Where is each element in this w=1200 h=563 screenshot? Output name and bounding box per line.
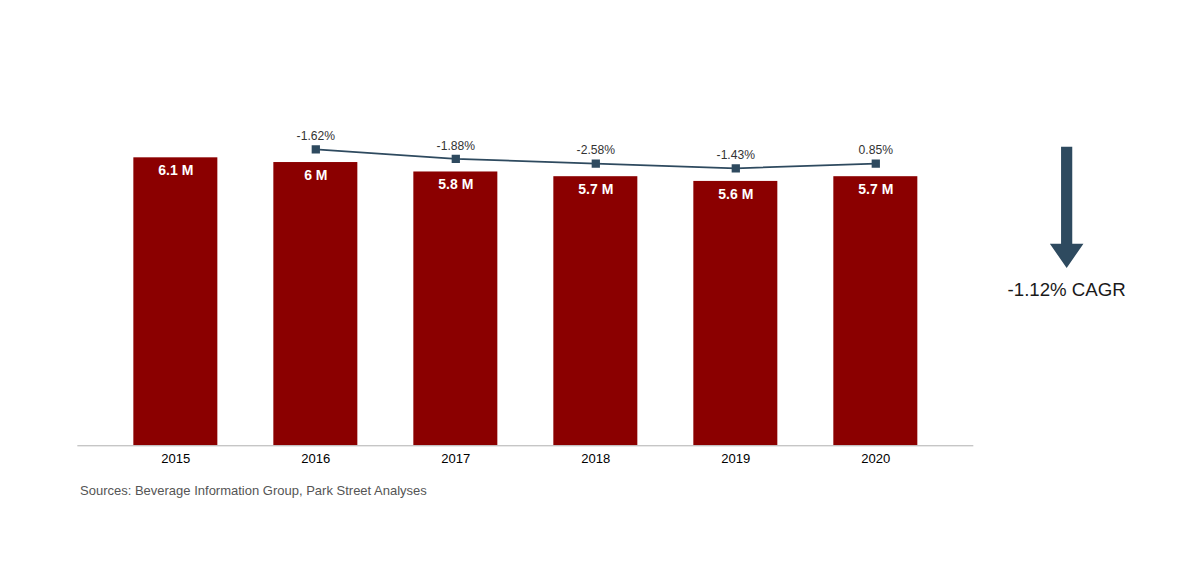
svg-text:6.1 M: 6.1 M — [158, 162, 193, 178]
svg-text:5.8 M: 5.8 M — [438, 176, 473, 192]
svg-text:5.7 M: 5.7 M — [858, 181, 893, 197]
svg-text:-1.12% CAGR: -1.12% CAGR — [1008, 279, 1126, 300]
svg-text:-1.62%: -1.62% — [297, 129, 336, 143]
html-text:Sources: Beverage Information: Sources: Beverage Information Group, Par… — [80, 482, 427, 498]
svg-text:-2.58%: -2.58% — [577, 143, 616, 157]
svg-text:-1.43%: -1.43% — [717, 148, 756, 162]
svg-text:2020: 2020 — [861, 451, 890, 466]
svg-text:-1.88%: -1.88% — [437, 139, 476, 153]
svg-text:6 M: 6 M — [304, 167, 327, 183]
svg-text:2015: 2015 — [161, 451, 190, 466]
svg-text:5.6 M: 5.6 M — [718, 186, 753, 202]
svg-text:5.7 M: 5.7 M — [578, 181, 613, 197]
svg-text:2019: 2019 — [721, 451, 750, 466]
svg-text:2018: 2018 — [581, 451, 610, 466]
svg-text:2016: 2016 — [301, 451, 330, 466]
svg-text:2017: 2017 — [441, 451, 470, 466]
svg-text:0.85%: 0.85% — [859, 143, 894, 157]
